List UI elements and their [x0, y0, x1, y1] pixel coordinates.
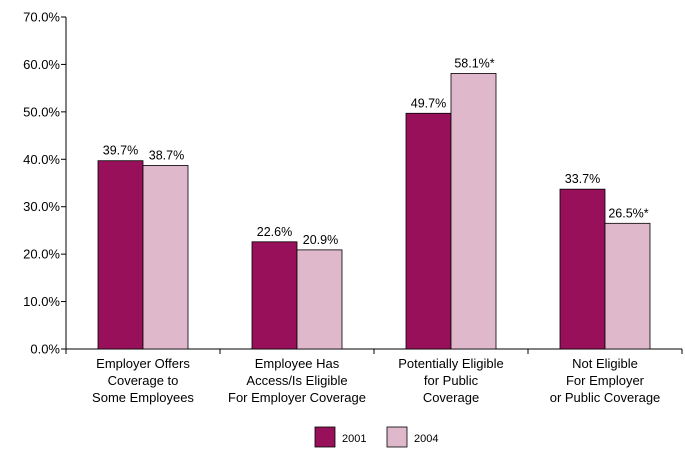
- data-label: 39.7%: [103, 144, 138, 158]
- y-tick-label: 20.0%: [23, 247, 60, 262]
- bar-2001: [251, 241, 298, 350]
- bar-2004: [450, 73, 497, 350]
- y-tick-label: 10.0%: [23, 294, 60, 309]
- data-label: 33.7%: [565, 172, 600, 186]
- y-tick-label: 30.0%: [23, 199, 60, 214]
- legend: 2001 2004: [314, 426, 438, 448]
- bar-2001: [405, 112, 452, 350]
- x-tick-label: Employer Offers Coverage to Some Employees: [92, 356, 194, 405]
- legend-label-2004: 2004: [414, 433, 438, 445]
- x-tick-label: Potentially Eligible for Public Coverage: [398, 356, 504, 405]
- legend-swatch-2001: [314, 426, 336, 448]
- data-label: 38.7%: [149, 148, 184, 162]
- x-tick-label: Employee Has Access/Is Eligible For Employ…: [228, 356, 366, 405]
- bars: 39.7% 38.7% 22.6% 20.9% 49.7% 58.1%* 33.7% 26.5…: [97, 56, 651, 350]
- y-tick-label: 50.0%: [23, 104, 60, 119]
- legend-label-2001: 2001: [342, 433, 366, 445]
- y-tick-label: 40.0%: [23, 152, 60, 167]
- data-label: 49.7%: [411, 96, 446, 110]
- data-label: 20.9%: [303, 233, 338, 247]
- bar-2004: [142, 165, 189, 350]
- y-tick-label: 60.0%: [23, 57, 60, 72]
- bar-2001: [97, 160, 144, 350]
- data-label: 58.1%*: [454, 56, 494, 70]
- bar-2001: [559, 188, 606, 350]
- axes: 0.0% 10.0% 20.0% 30.0% 40.0% 50.0% 60.0% 70.0% E…: [23, 10, 683, 405]
- bar-2004: [604, 222, 651, 350]
- y-tick-label: 0.0%: [30, 342, 60, 357]
- y-tick-label: 70.0%: [23, 10, 60, 25]
- data-label: 22.6%: [257, 225, 292, 239]
- data-label: 26.5%*: [608, 206, 648, 220]
- x-tick-label: Not Eligible For Employer or Public Covera…: [550, 356, 661, 405]
- bar-2004: [296, 249, 343, 350]
- legend-swatch-2004: [386, 426, 408, 448]
